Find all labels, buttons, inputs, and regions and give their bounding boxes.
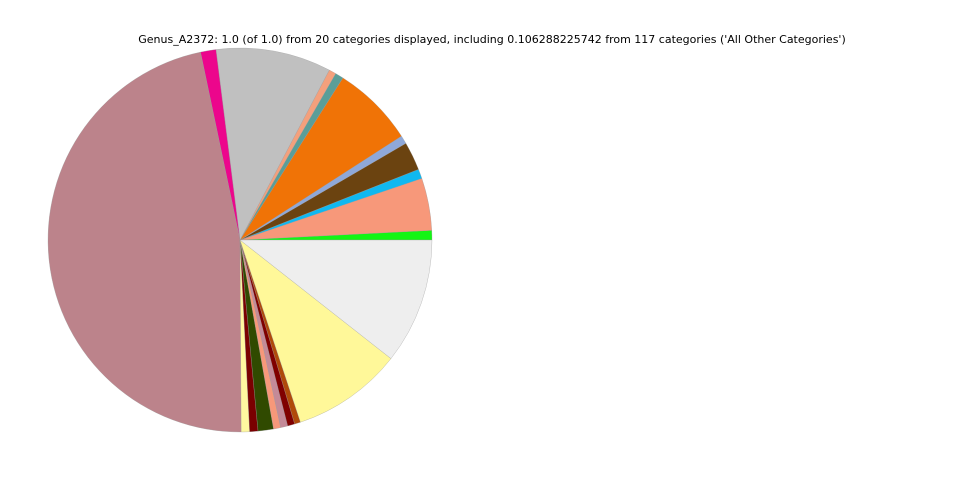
pie-slice bbox=[239, 239, 392, 423]
pie-slice bbox=[215, 47, 330, 241]
chart-title: Genus_A2372: 1.0 (of 1.0) from 20 catego… bbox=[138, 33, 846, 46]
pie-slice bbox=[47, 51, 242, 433]
pie-slice bbox=[239, 239, 433, 359]
